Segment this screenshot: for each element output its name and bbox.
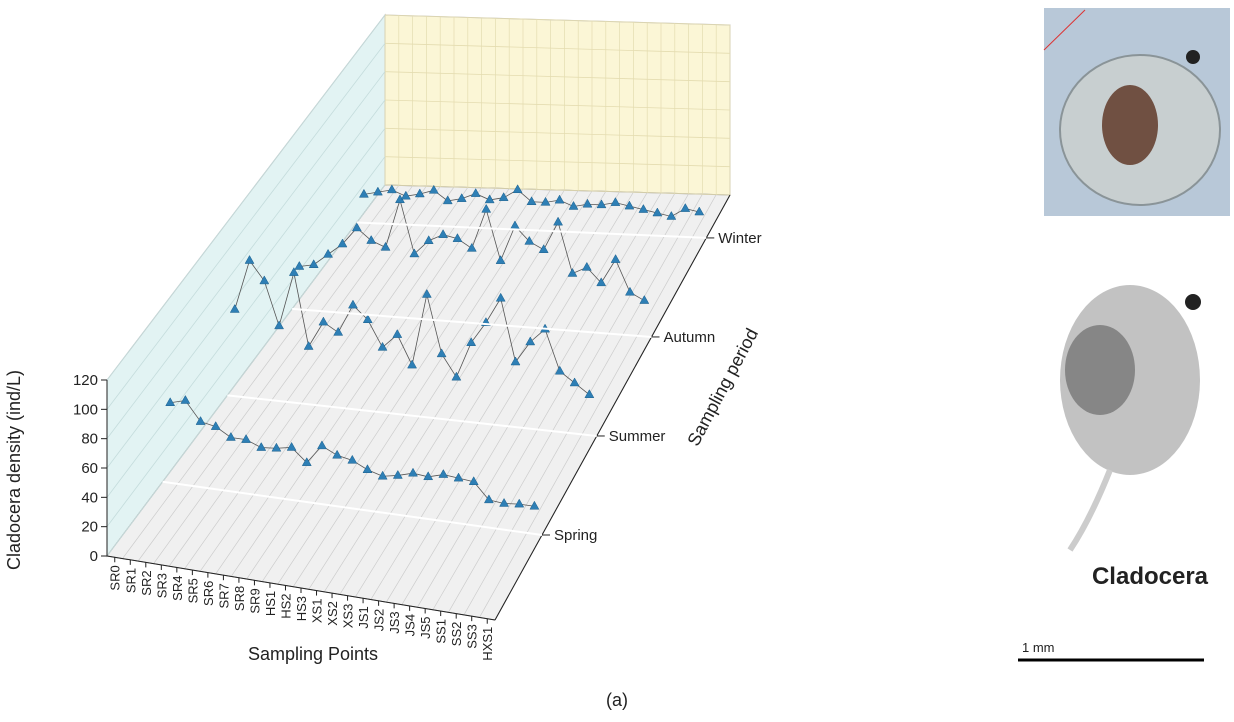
y-tick-label: 40 xyxy=(81,489,98,506)
x-tick-label: SR9 xyxy=(247,588,262,613)
y-tick-label: 20 xyxy=(81,519,98,536)
photo-bottom xyxy=(1060,285,1201,550)
organism-gut xyxy=(1102,85,1158,165)
y-tick-label: 100 xyxy=(73,401,98,418)
x-tick-label: SR5 xyxy=(185,578,200,603)
y-tick-label: 120 xyxy=(73,372,98,389)
x-tick-label: JS4 xyxy=(403,614,418,636)
series-label: Summer xyxy=(609,428,666,445)
x-tick-label: SR1 xyxy=(123,568,138,593)
figure: Cladocera density (ind/L) Sampling Point… xyxy=(0,0,1234,722)
scale-label: 1 mm xyxy=(1022,640,1055,655)
x-tick-label: SS2 xyxy=(449,622,464,647)
panel-label: (a) xyxy=(606,690,628,710)
x-tick-label: SR0 xyxy=(108,565,123,590)
y-tick-label: 60 xyxy=(81,460,98,477)
x-tick-label: SR4 xyxy=(170,576,185,601)
series-label: Spring xyxy=(554,527,597,544)
photo-top xyxy=(1044,8,1230,216)
x-tick-label: SR7 xyxy=(216,583,231,608)
x-tick-label: SR8 xyxy=(232,586,247,611)
x-tick-label: JS3 xyxy=(387,611,402,633)
x-tick-label: XS2 xyxy=(325,601,340,626)
y-tick-label: 0 xyxy=(90,548,98,565)
x-tick-label: SR3 xyxy=(154,573,169,598)
x-tick-label: JS1 xyxy=(356,606,371,628)
x-tick-label: HXS1 xyxy=(480,627,495,661)
x-tick-label: JS2 xyxy=(372,609,387,631)
x-tick-label: XS3 xyxy=(341,604,356,629)
y-axis-title: Cladocera density (ind/L) xyxy=(4,370,24,570)
series-label: Autumn xyxy=(664,329,716,346)
series-label: Winter xyxy=(718,230,761,247)
organism-eye xyxy=(1186,50,1200,64)
x-tick-label: HS2 xyxy=(278,593,293,618)
organism-gut xyxy=(1065,325,1135,415)
y-tick-label: 80 xyxy=(81,431,98,448)
x-tick-label: XS1 xyxy=(310,599,325,624)
organism-label: Cladocera xyxy=(1092,563,1209,590)
organism-eye xyxy=(1185,294,1201,310)
x-tick-label: SS1 xyxy=(434,619,449,644)
x-tick-label: JS5 xyxy=(418,616,433,638)
organism-spine xyxy=(1070,470,1110,550)
x-tick-label: SS3 xyxy=(465,624,480,649)
x-tick-label: SR2 xyxy=(139,570,154,595)
x-tick-label: HS1 xyxy=(263,591,278,616)
x-tick-label: SR6 xyxy=(201,581,216,606)
x-axis-title: Sampling Points xyxy=(248,644,378,664)
x-tick-label: HS3 xyxy=(294,596,309,621)
